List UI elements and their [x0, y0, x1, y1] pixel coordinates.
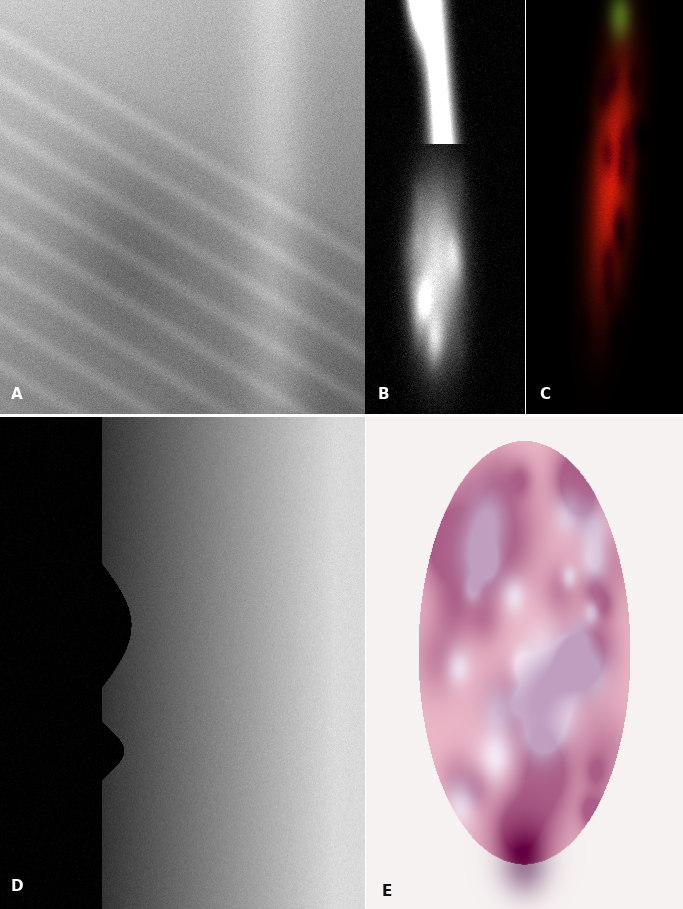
Text: B: B — [378, 387, 390, 402]
Text: D: D — [11, 879, 23, 894]
Text: A: A — [11, 387, 23, 402]
Text: C: C — [539, 387, 550, 402]
Text: E: E — [382, 884, 393, 899]
